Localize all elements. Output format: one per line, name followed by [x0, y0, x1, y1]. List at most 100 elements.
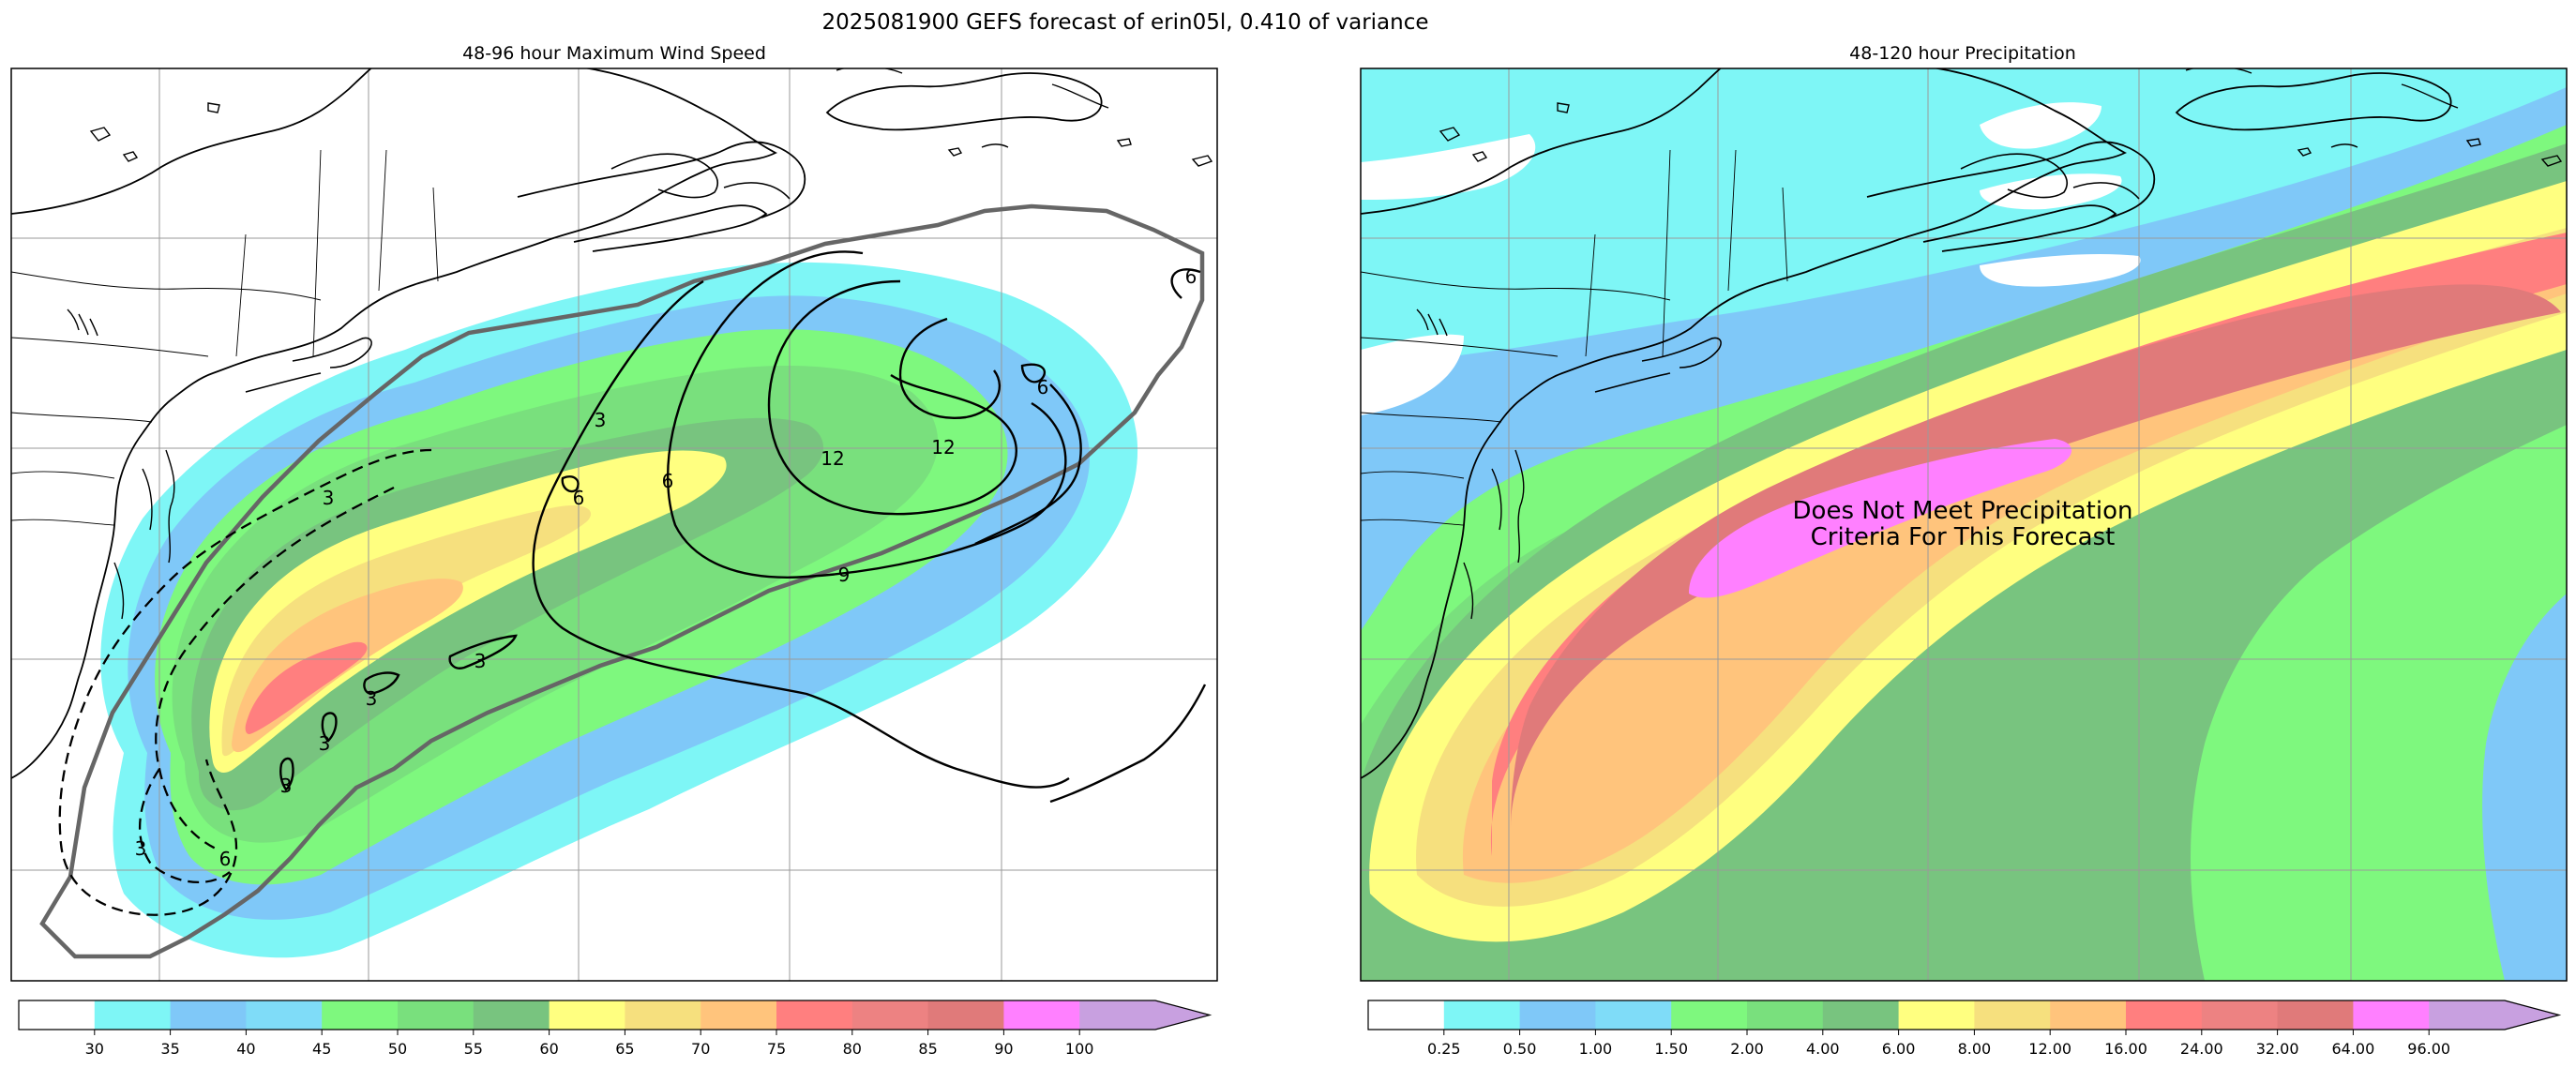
colorbar-segment	[927, 1000, 1004, 1030]
colorbar-tick-label: 0.25	[1427, 1040, 1461, 1058]
colorbar-tick-label: 100	[1065, 1040, 1094, 1058]
contour-label: 9	[838, 564, 851, 586]
colorbar-segment	[2201, 1000, 2279, 1030]
precip-colorbar: 0.25 0.50 1.00 1.50 2.00 4.00 6.00 8.00 12.00 16.…	[1367, 1000, 2562, 1058]
colorbar-segment	[625, 1000, 701, 1030]
wind-band-60	[221, 504, 592, 757]
wind-spread-contours	[279, 250, 1207, 804]
precip-map-frame	[1360, 68, 2568, 982]
wind-contour-labels: 3 3 3 3 3 3 3 6 6 6 6 6 9 12 12	[135, 265, 1198, 870]
wind-gridlines	[11, 68, 1217, 981]
colorbar-segment	[170, 1000, 247, 1030]
contour-label: 3	[475, 650, 487, 672]
colorbar-segment	[1003, 1000, 1080, 1030]
precip-band-green-east	[2191, 425, 2567, 981]
colorbar-segment	[549, 1000, 625, 1030]
colorbar-tick-label: 2.00	[1730, 1040, 1764, 1058]
colorbar-tick-label: 45	[312, 1040, 331, 1058]
colorbar-segment	[1519, 1000, 1596, 1030]
contour-label: 3	[595, 409, 607, 431]
colorbar-tick-label: 85	[918, 1040, 937, 1058]
colorbar-outline	[18, 1000, 1213, 1030]
colorbar-segment	[398, 1000, 475, 1030]
wind-band-55	[209, 450, 727, 774]
colorbar-segment	[1898, 1000, 1975, 1030]
colorbar-tick-label: 12.00	[2028, 1040, 2071, 1058]
figure-title: 2025081900 GEFS forecast of erin05l, 0.4…	[821, 10, 1428, 35]
precip-band-blue-east	[2482, 594, 2567, 981]
contour-label: 6	[1185, 265, 1198, 288]
colorbar-tick-label: 0.50	[1503, 1040, 1537, 1058]
colorbar-tick-label: 1.00	[1579, 1040, 1613, 1058]
colorbar-tick-label: 96.00	[2407, 1040, 2450, 1058]
colorbar-segment	[2050, 1000, 2127, 1030]
colorbar-tick-label: 90	[994, 1040, 1013, 1058]
contour-label: 6	[662, 470, 674, 492]
colorbar-tick-label: 65	[615, 1040, 634, 1058]
precip-map	[1361, 68, 2567, 981]
contour-label: 3	[323, 487, 335, 509]
colorbar-tick-label: 60	[539, 1040, 558, 1058]
precip-annotation-line1: Does Not Meet Precipitation	[1793, 497, 2133, 525]
colorbar-segment	[2126, 1000, 2203, 1030]
precip-band-white-3	[1980, 173, 2122, 210]
wind-dashed-contours	[58, 448, 432, 916]
colorbar-segment	[2277, 1000, 2354, 1030]
precip-gridlines	[1361, 68, 2567, 981]
colorbar-tick-label: 16.00	[2104, 1040, 2147, 1058]
wind-map-frame	[10, 68, 1218, 982]
colorbar-tick-label: 70	[691, 1040, 710, 1058]
precip-band-magenta	[1689, 439, 2072, 598]
colorbar-tick-label: 30	[85, 1040, 104, 1058]
contour-label: 6	[1037, 376, 1049, 399]
colorbar-tick-label: 32.00	[2256, 1040, 2299, 1058]
colorbar-tick-label: 75	[767, 1040, 786, 1058]
contour-label: 12	[821, 447, 844, 470]
precip-band-white-4	[1980, 102, 2101, 149]
panel-title-precip: 48-120 hour Precipitation	[1849, 43, 2076, 64]
colorbar-segment	[1822, 1000, 1900, 1030]
colorbar-tick-label: 1.50	[1654, 1040, 1688, 1058]
colorbar-segment	[473, 1000, 550, 1030]
colorbar-segment	[1079, 1000, 1210, 1030]
wind-map: 3 3 3 3 3 3 3 6 6 6 6 6 9 12 12	[11, 68, 1217, 981]
colorbar-tick-label: 4.00	[1806, 1040, 1840, 1058]
colorbar-segment	[776, 1000, 853, 1030]
precip-band-white-2	[1980, 254, 2141, 287]
colorbar-segment	[1671, 1000, 1748, 1030]
colorbar-tick-label: 80	[843, 1040, 862, 1058]
contour-label: 3	[319, 732, 331, 755]
colorbar-segment	[1974, 1000, 2051, 1030]
wind-band-70	[245, 641, 368, 734]
panel-title-wind: 48-96 hour Maximum Wind Speed	[462, 43, 766, 64]
contour-label: 3	[280, 775, 293, 797]
precip-band-white-5	[1361, 334, 1464, 415]
ensemble-outline	[39, 203, 1205, 959]
colorbar-segment	[851, 1000, 929, 1030]
colorbar-segment	[246, 1000, 323, 1030]
colorbar-tick-label: 64.00	[2331, 1040, 2374, 1058]
colorbar-tick-label: 50	[388, 1040, 407, 1058]
colorbar-tick-label: 8.00	[1958, 1040, 1992, 1058]
colorbar-tick-label: 55	[464, 1040, 483, 1058]
colorbar-segment	[322, 1000, 399, 1030]
wind-band-50	[191, 417, 824, 811]
precip-annotation-line2: Criteria For This Forecast	[1811, 523, 2116, 551]
colorbar-segment	[1595, 1000, 1672, 1030]
precip-band-white-1	[1361, 134, 1536, 200]
colorbar-outline	[1367, 1000, 2562, 1030]
contour-label: 6	[219, 848, 232, 870]
contour-label: 3	[135, 837, 147, 860]
colorbar-tick-label: 40	[236, 1040, 255, 1058]
colorbar-segment	[700, 1000, 777, 1030]
colorbar-segment	[19, 1000, 96, 1030]
colorbar-tick-label: 35	[160, 1040, 179, 1058]
colorbar-segment	[94, 1000, 172, 1030]
colorbar-tick-label: 6.00	[1882, 1040, 1916, 1058]
wind-colorbar: 30 35 40 45 50 55 60 65 70 75 80 85 90 100	[18, 1000, 1213, 1058]
contour-label: 12	[931, 436, 955, 459]
colorbar-segment	[2353, 1000, 2430, 1030]
contour-label: 3	[366, 687, 378, 710]
